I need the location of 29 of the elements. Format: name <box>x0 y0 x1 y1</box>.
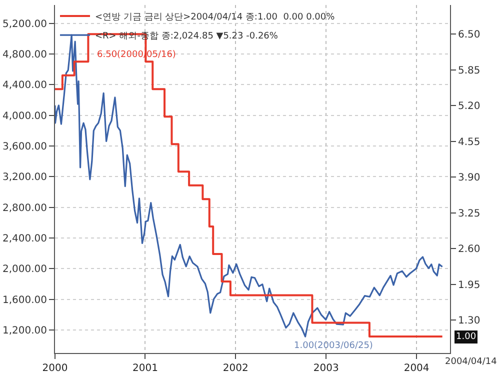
x-tick-label: 2003 <box>313 363 339 374</box>
y-tick-label: 4,800.00 <box>2 50 47 61</box>
y2-tick-label: 6.50 <box>458 30 480 41</box>
y2-tick-label: 2.60 <box>458 244 480 256</box>
y-tick-label: 2,800.00 <box>2 202 47 214</box>
y2-tick-label: 5.20 <box>458 101 480 112</box>
y2-tick-label: 1.95 <box>458 280 480 291</box>
legend-label: <연방 기금 금리 상단>2004/04/14 종:1.00 0.00 0.00% <box>95 12 336 23</box>
text: 1.00 <box>456 332 476 342</box>
y-tick-label: 2,000.00 <box>2 264 47 276</box>
y-tick-label: 4,000.00 <box>2 110 47 122</box>
y-tick-label: 3,600.00 <box>2 142 47 153</box>
y-tick-label: 3,200.00 <box>2 172 47 184</box>
y-tick-label: 1,600.00 <box>2 294 47 306</box>
y2-tick-label: 3.90 <box>458 172 480 184</box>
y2-tick-label: 1.30 <box>458 316 480 327</box>
y-tick-label: 4,400.00 <box>2 80 47 92</box>
y-tick-label: 2,400.00 <box>2 234 47 245</box>
y-tick-label: 1,200.00 <box>2 326 47 336</box>
x-tick-label: 2004 <box>404 363 430 374</box>
x-tick-label: 2000 <box>42 363 68 374</box>
y-tick-label: 5,200.00 <box>2 18 47 30</box>
y2-tick-label: 5.85 <box>458 65 480 76</box>
y2-tick-label: 4.55 <box>458 136 480 148</box>
text: 2004/04/14 <box>445 357 498 367</box>
x-tick-label: 2002 <box>222 363 248 374</box>
x-tick-label: 2001 <box>132 363 158 374</box>
annotation: 1.00(2003/06/25) <box>294 341 373 351</box>
y2-tick-label: 3.25 <box>458 208 480 220</box>
